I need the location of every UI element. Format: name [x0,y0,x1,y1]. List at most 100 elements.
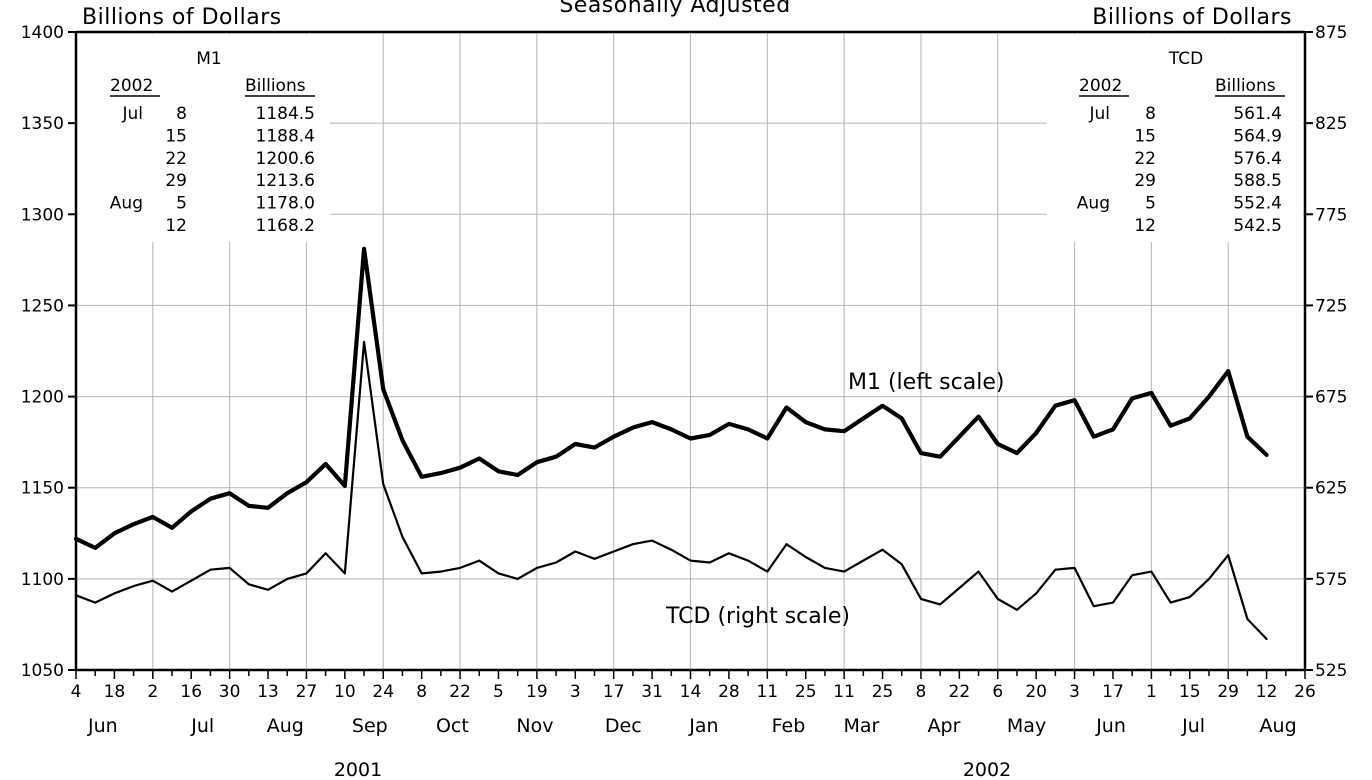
x-tick-label: 25 [872,682,894,702]
x-tick-label: 1 [1146,682,1157,702]
x-tick-label: 29 [1217,682,1239,702]
left-y-tick-label: 1150 [21,479,64,499]
x-tick-label: 6 [992,682,1003,702]
x-tick-label: 31 [641,682,663,702]
left-y-tick-label: 1050 [21,661,64,681]
x-month-label: Apr [928,715,961,737]
m1-inset-day: 8 [176,104,187,124]
x-tick-label: 12 [1256,682,1278,702]
x-tick-label: 25 [795,682,817,702]
left-y-tick-label: 1350 [21,114,64,134]
m1-inset-value: 1178.0 [256,194,315,214]
x-tick-label: 5 [493,682,504,702]
x-tick-label: 11 [833,682,855,702]
x-tick-label: 19 [526,682,548,702]
left-axis-title: Billions of Dollars [82,5,282,30]
x-tick-label: 17 [603,682,625,702]
x-tick-label: 15 [1179,682,1201,702]
m1-inset-month: Aug [110,194,143,214]
x-year-label: 2002 [963,759,1011,780]
x-tick-label: 30 [219,682,241,702]
grid-lines [76,32,1305,670]
x-tick-label: 11 [756,682,778,702]
m1-inset-day: 15 [165,126,187,146]
x-month-label: Feb [772,715,806,737]
m1-inset-day: 5 [176,194,187,214]
x-month-label: Jan [688,715,718,737]
right-y-tick-label: 725 [1315,296,1347,316]
inset-tables: M1 2002 Billions Jul 8 1184.5 15 1188.4 22 1200.6… [78,34,1303,242]
m1-series-label: M1 (left scale) [848,370,1004,395]
tcd-series-line [74,340,1268,641]
tcd-inset-day: 29 [1134,171,1156,191]
tcd-inset-month: Jul [1088,104,1110,124]
x-tick-label: 24 [372,682,394,702]
x-tick-label: 27 [296,682,318,702]
tcd-inset-value: 564.9 [1233,126,1282,146]
tcd-inset-value: 576.4 [1233,149,1282,169]
m1-inset-value: 1213.6 [256,171,315,191]
x-tick-label: 22 [449,682,471,702]
m1-inset-value-header: Billions [245,76,306,96]
tcd-inset-value: 542.5 [1233,216,1282,236]
left-y-tick-label: 1100 [21,570,64,590]
x-tick-label: 16 [180,682,202,702]
x-tick-label: 14 [680,682,702,702]
x-month-label: Jul [1181,715,1205,737]
tcd-inset-day: 8 [1145,104,1156,124]
right-y-tick-label: 775 [1315,205,1347,225]
x-tick-label: 22 [949,682,971,702]
m1-inset-title: M1 [196,49,221,69]
x-tick-label: 4 [71,682,82,702]
x-month-label: Sep [352,715,388,737]
right-y-tick-label: 625 [1315,479,1347,499]
tcd-inset-value-header: Billions [1215,76,1276,96]
m1-inset-value: 1184.5 [256,104,315,124]
x-tick-label: 13 [257,682,279,702]
x-month-label: Oct [436,715,469,737]
tcd-inset-day: 22 [1134,149,1156,169]
left-y-tick-label: 1300 [21,205,64,225]
right-y-tick-label: 525 [1315,661,1347,681]
m1-inset-month: Jul [121,104,143,124]
x-tick-label: 17 [1102,682,1124,702]
x-tick-label: 10 [334,682,356,702]
chart-title: Seasonally Adjusted [559,0,790,18]
x-month-label: Jul [190,715,214,737]
x-month-label: Dec [605,715,642,737]
right-y-tick-label: 825 [1315,114,1347,134]
tcd-inset-value: 552.4 [1233,194,1282,214]
right-y-tick-label: 675 [1315,388,1347,408]
tcd-series-label: TCD (right scale) [665,604,850,629]
tcd-inset-day: 12 [1134,216,1156,236]
left-y-tick-label: 1250 [21,296,64,316]
m1-inset-year-header: 2002 [110,76,153,96]
tcd-inset-year-header: 2002 [1079,76,1122,96]
x-tick-label: 20 [1025,682,1047,702]
tcd-inset-title: TCD [1168,49,1203,69]
tcd-inset-day: 15 [1134,126,1156,146]
x-tick-label: 8 [916,682,927,702]
x-tick-label: 18 [104,682,126,702]
x-tick-label: 8 [416,682,427,702]
x-month-label: Jun [1095,715,1126,737]
tcd-inset-day: 5 [1145,194,1156,214]
right-y-tick-label: 875 [1315,23,1347,43]
tcd-inset-month: Aug [1077,194,1110,214]
series-lines [73,246,1269,641]
m1-series-line [73,246,1269,551]
right-axis-title: Billions of Dollars [1092,5,1292,30]
x-month-label: Jun [87,715,118,737]
x-tick-label: 28 [718,682,740,702]
left-y-tick-label: 1400 [21,23,64,43]
tcd-inset-value: 588.5 [1233,171,1282,191]
tcd-inset-value: 561.4 [1233,104,1282,124]
m1-inset-day: 29 [165,171,187,191]
x-month-label: May [1007,715,1046,737]
m1-inset-day: 22 [165,149,187,169]
m1-inset-value: 1168.2 [256,216,315,236]
left-y-tick-label: 1200 [21,388,64,408]
m1-inset-value: 1200.6 [256,149,315,169]
x-tick-label: 3 [1069,682,1080,702]
